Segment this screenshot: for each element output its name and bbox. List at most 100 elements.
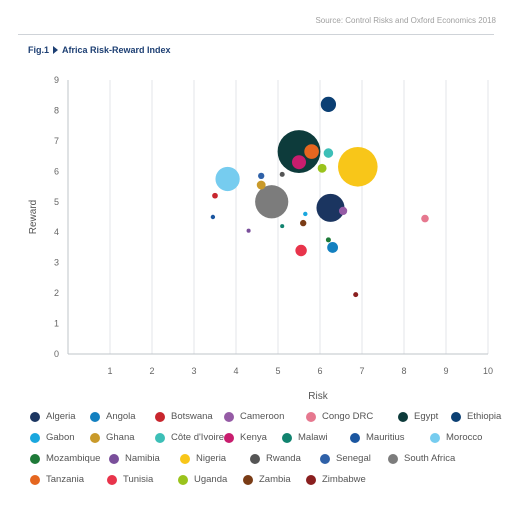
legend-swatch [306,474,316,485]
legend-item: Angola [90,411,136,422]
legend-swatch [224,411,234,422]
legend-label: Tunisia [123,474,154,485]
legend-item: Congo DRC [306,411,373,422]
legend-swatch [109,453,119,464]
chart-legend: Algeria Angola Botswana Cameroon Congo DRC Eg… [30,411,506,495]
legend-label: Mozambique [46,453,101,464]
bubble-south-africa [255,185,289,219]
legend-label: Uganda [194,474,228,485]
legend-swatch [30,411,40,422]
legend-item: Zimbabwe [306,474,366,485]
legend-item: Botswana [155,411,213,422]
legend-swatch [155,432,165,443]
legend-label: Botswana [171,411,213,422]
scatter-plot: 1 2 3 4 5 6 7 8 9 10 0 1 2 3 4 5 6 7 8 9 Risk Reward [28,75,493,402]
legend-label: Cameroon [240,411,285,422]
legend-swatch [320,453,330,464]
legend-swatch [430,432,440,443]
legend-item: Senegal [320,453,371,464]
bubble-zambia [300,219,307,227]
legend-swatch [282,432,292,443]
legend-swatch [350,432,360,443]
legend-item: Tanzania [30,474,84,485]
x-tick-label-1: 1 [107,366,112,376]
x-axis-title: Risk [308,391,328,402]
legend-item: Nigeria [180,453,226,464]
legend-swatch [30,432,40,443]
legend-swatch [224,432,234,443]
triangle-right-icon [53,46,59,54]
bubble-nigeria [338,146,378,187]
legend-item: Côte d'Ivoire [155,432,224,443]
x-tick-label-10: 10 [483,366,493,376]
legend-row: Tanzania Tunisia Uganda Zambia Zimbabwe [30,474,506,495]
legend-label: Congo DRC [322,411,374,422]
x-tick-label-5: 5 [275,366,280,376]
bubble-senegal [258,172,265,180]
y-tick-label-2: 2 [54,288,59,298]
legend-item: Gabon [30,432,75,443]
bubble-algeria [316,193,345,222]
legend-item: Ghana [90,432,135,443]
bubble-morocco [215,166,240,192]
legend-label: Namibia [125,453,160,464]
figure-heading: Fig.1 Africa Risk-Reward Index [28,45,171,55]
legend-row: Algeria Angola Botswana Cameroon Congo DRC Eg… [30,411,506,432]
x-tick-label-7: 7 [359,366,364,376]
legend-swatch [107,474,117,485]
legend-label: Angola [106,411,136,422]
legend-label: Kenya [240,432,267,443]
legend-label: South Africa [404,453,456,464]
bubble-congo-drc [421,214,429,223]
legend-item: Rwanda [250,453,301,464]
y-tick-label-8: 8 [54,105,59,115]
legend-label: Malawi [298,432,328,443]
y-tick-label-6: 6 [54,166,59,176]
bubble-angola [327,242,338,253]
legend-label: Senegal [336,453,371,464]
source-note: Source: Control Risks and Oxford Economi… [315,16,496,25]
x-tick-label-4: 4 [233,366,238,376]
legend-item: Mauritius [350,432,405,443]
legend-swatch [30,453,40,464]
legend-label: Rwanda [266,453,301,464]
bubble-c-te-d-ivoire [323,148,334,158]
legend-item: Cameroon [224,411,284,422]
figure-label: Fig.1 [28,45,50,55]
bubble-egypt [277,130,321,173]
legend-label: Zimbabwe [322,474,366,485]
y-tick-label-4: 4 [54,227,59,237]
legend-label: Morocco [446,432,483,443]
bubble-tanzania [304,144,319,159]
bubble-mauritius [210,214,216,220]
legend-item: Ethiopia [451,411,501,422]
x-tick-label-9: 9 [443,366,448,376]
legend-label: Tanzania [46,474,85,485]
legend-item: Namibia [109,453,160,464]
legend-swatch [388,453,398,464]
legend-label: Algeria [46,411,76,422]
bubble-ethiopia [320,96,337,112]
bubble-botswana [212,192,218,199]
legend-label: Egypt [414,411,439,422]
legend-label: Ghana [106,432,135,443]
legend-label: Ethiopia [467,411,502,422]
chart-title: Africa Risk-Reward Index [62,45,171,55]
bubble-zimbabwe [353,292,359,298]
y-tick-label-9: 9 [54,75,59,85]
legend-item: Tunisia [107,474,153,485]
legend-item: Malawi [282,432,328,443]
legend-swatch [243,474,253,485]
legend-label: Gabon [46,432,75,443]
legend-row: Mozambique Namibia Nigeria Rwanda Senegal Sou… [30,453,506,474]
legend-swatch [155,411,165,422]
bubble-ghana [256,180,266,190]
legend-swatch [178,474,188,485]
header-divider [18,34,494,35]
legend-swatch [90,411,100,422]
legend-item: Mozambique [30,453,100,464]
y-tick-label-5: 5 [54,197,59,207]
legend-row: Gabon Ghana Côte d'Ivoire Kenya Malawi Maurit… [30,432,506,453]
legend-item: Algeria [30,411,76,422]
bubble-rwanda [279,171,285,177]
